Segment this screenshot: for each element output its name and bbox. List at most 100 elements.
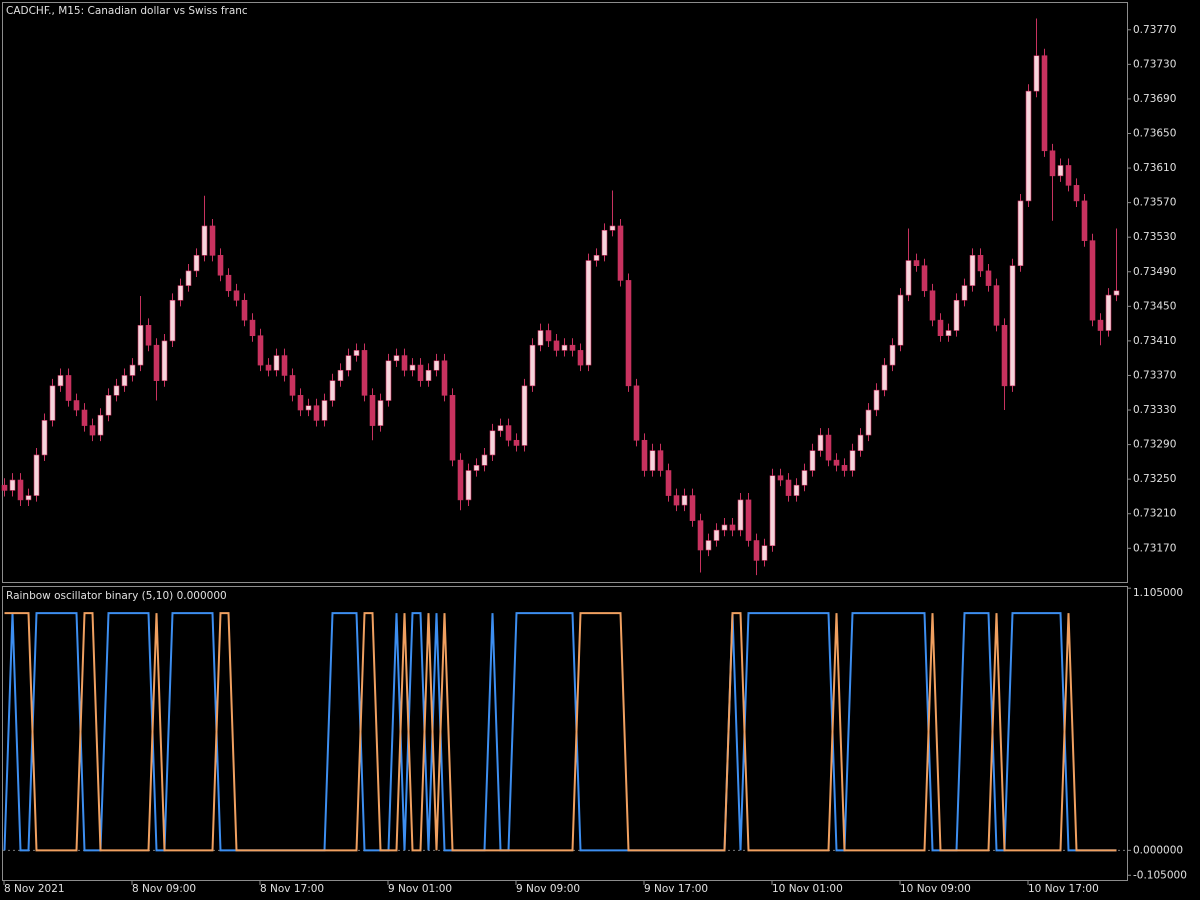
candle-body [585, 260, 592, 366]
candle-body [209, 225, 216, 256]
candle-body [777, 475, 784, 481]
y-tick-label: 0.73450 [1133, 300, 1176, 312]
candle-body [57, 375, 64, 387]
candle-body [593, 255, 600, 261]
candle-body [537, 330, 544, 346]
oscillator-line [4, 612, 1117, 852]
candle-body [985, 270, 992, 286]
candle-body [649, 450, 656, 471]
candle-body [473, 465, 480, 471]
candle-body [97, 414, 104, 436]
y-tick-label: 0.73210 [1133, 508, 1176, 520]
candle-body [1025, 90, 1032, 202]
candle-body [89, 425, 96, 436]
candle-body [185, 270, 192, 286]
candle-body [177, 285, 184, 301]
candle-body [145, 325, 152, 346]
candle-body [265, 364, 272, 371]
candle-body [713, 529, 720, 541]
candle-body [833, 459, 840, 466]
candle-body [521, 385, 528, 446]
candle-body [489, 430, 496, 456]
candle-body [657, 450, 664, 471]
candle-body [513, 439, 520, 446]
candle-body [505, 425, 512, 441]
candle-body [241, 299, 248, 321]
candle-body [673, 495, 680, 506]
candle-body [465, 470, 472, 501]
y-tick-label: 0.73690 [1133, 93, 1176, 105]
indicator-panel-frame [2, 586, 1128, 881]
candle-body [913, 260, 920, 267]
y-tick-label: 0.73490 [1133, 266, 1176, 278]
candle-body [545, 330, 552, 342]
candle-body [113, 385, 120, 396]
y-tick-label: 0.73370 [1133, 369, 1176, 381]
candle-body [393, 355, 400, 362]
y-tick-label: 0.73410 [1133, 335, 1176, 347]
candle-body [1089, 240, 1096, 321]
candles [1, 18, 1120, 576]
candle-body [129, 364, 136, 376]
candle-body [1017, 200, 1024, 267]
candle-body [305, 405, 312, 411]
candle-body [497, 425, 504, 432]
candle-body [561, 344, 568, 351]
candle-body [401, 355, 408, 371]
y-tick-label: 0.73650 [1133, 127, 1176, 139]
candle-body [121, 375, 128, 387]
candle-body [737, 499, 744, 531]
chart-title: CADCHF., M15: Canadian dollar vs Swiss f… [6, 5, 248, 17]
candle-body [481, 454, 488, 466]
candle-body [417, 364, 424, 381]
candle-body [81, 409, 88, 426]
candle-body [785, 479, 792, 496]
candle-body [1057, 165, 1064, 177]
x-tick-label: 8 Nov 17:00 [260, 883, 324, 895]
x-tick-label: 8 Nov 2021 [4, 883, 65, 895]
axes: 0.73770 0.73730 0.73690 0.73650 0.73610 0.735… [3, 24, 1187, 895]
candle-body [665, 470, 672, 496]
y-tick-label: 0.73170 [1133, 542, 1176, 554]
candle-body [105, 395, 112, 416]
candle-body [577, 350, 584, 366]
candle-body [9, 479, 16, 491]
candle-body [905, 260, 912, 296]
x-tick-label: 10 Nov 09:00 [900, 883, 971, 895]
x-tick-label: 10 Nov 01:00 [772, 883, 843, 895]
candle-body [1033, 55, 1040, 92]
candle-body [273, 355, 280, 371]
candle-body [953, 299, 960, 331]
candle-body [865, 409, 872, 436]
candle-body [969, 255, 976, 286]
candle-body [977, 255, 984, 272]
candle-body [249, 319, 256, 337]
candle-body [345, 355, 352, 371]
candle-body [169, 299, 176, 342]
y-tick-label: 0.73610 [1133, 162, 1176, 174]
candle-body [289, 375, 296, 396]
candle-body [433, 360, 440, 371]
candle-body [801, 470, 808, 486]
candle-body [849, 450, 856, 471]
candle-body [1041, 55, 1048, 152]
x-tick-label: 9 Nov 09:00 [516, 883, 580, 895]
candle-body [409, 364, 416, 371]
candle-body [817, 434, 824, 451]
x-tick-label: 10 Nov 17:00 [1028, 883, 1099, 895]
candle-body [41, 420, 48, 456]
candle-body [681, 495, 688, 506]
candle-body [633, 385, 640, 441]
candle-body [321, 400, 328, 421]
candle-body [257, 335, 264, 366]
y-tick-label: 0.73770 [1133, 24, 1176, 36]
candle-body [1049, 150, 1056, 177]
candle-body [337, 369, 344, 381]
candle-body [553, 340, 560, 351]
candle-body [297, 395, 304, 411]
candle-body [697, 520, 704, 551]
candle-body [825, 434, 832, 461]
candle-body [217, 255, 224, 276]
candle-body [769, 475, 776, 547]
candle-body [921, 265, 928, 292]
